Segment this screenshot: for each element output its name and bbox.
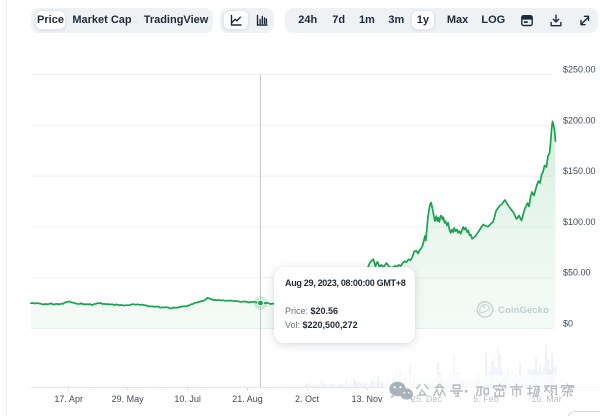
svg-text:21. Aug: 21. Aug	[232, 394, 263, 404]
svg-text:10. Jul: 10. Jul	[174, 394, 201, 404]
svg-text:$200.00: $200.00	[563, 115, 596, 125]
svg-text:17. Apr: 17. Apr	[54, 394, 83, 404]
svg-text:$150.00: $150.00	[563, 166, 596, 176]
svg-text:2. Oct: 2. Oct	[295, 394, 320, 404]
svg-text:29. May: 29. May	[112, 394, 145, 404]
svg-text:$250.00: $250.00	[563, 65, 596, 75]
svg-text:13. Nov: 13. Nov	[351, 394, 383, 404]
svg-text:$0: $0	[563, 319, 573, 329]
svg-text:$50.00: $50.00	[563, 268, 591, 278]
svg-text:$100.00: $100.00	[563, 217, 596, 227]
